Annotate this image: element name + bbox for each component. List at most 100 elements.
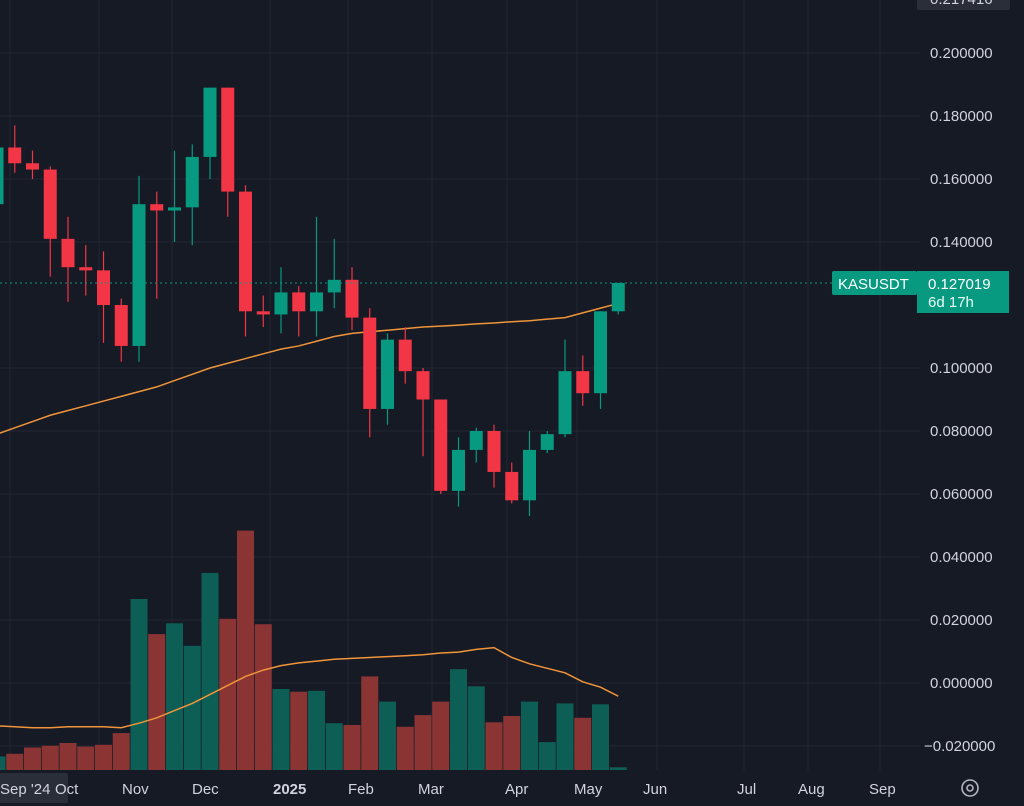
volume-bar bbox=[6, 753, 24, 770]
x-tick-label: Jun bbox=[643, 781, 667, 798]
volume-bars bbox=[0, 530, 627, 770]
candle bbox=[114, 298, 128, 362]
y-tick-label: 0.020000 bbox=[930, 612, 993, 629]
candle-body bbox=[114, 305, 128, 346]
x-tick-label: Sep bbox=[869, 781, 896, 798]
candle-body bbox=[452, 449, 465, 491]
candle-body bbox=[150, 204, 164, 211]
candle-body bbox=[61, 238, 75, 268]
y-tick-label: 0.040000 bbox=[930, 549, 993, 566]
y-tick-label: 0.080000 bbox=[930, 423, 993, 440]
candle-body bbox=[97, 270, 110, 305]
candle bbox=[8, 125, 22, 173]
gear-icon[interactable] bbox=[961, 779, 979, 797]
volume-bar bbox=[95, 744, 112, 770]
volume-bar bbox=[112, 733, 130, 770]
symbol-tag-text: KASUSDT bbox=[838, 276, 909, 293]
volume-bar bbox=[308, 690, 325, 770]
volume-ma-line bbox=[0, 646, 619, 729]
candle-body bbox=[381, 339, 394, 409]
candle bbox=[274, 267, 288, 334]
candle-body bbox=[505, 471, 519, 501]
candle-body bbox=[594, 311, 607, 394]
price-tag-value: 0.127019 bbox=[928, 276, 991, 293]
volume-bar bbox=[485, 722, 503, 770]
volume-bar bbox=[290, 691, 308, 770]
candle-body bbox=[540, 434, 554, 450]
price-tag: KASUSDT 0.127019 6d 17h bbox=[832, 271, 1009, 313]
volume-bar bbox=[556, 703, 574, 770]
volume-bar bbox=[574, 717, 592, 770]
settings-button[interactable] bbox=[961, 779, 979, 797]
volume-bar bbox=[379, 701, 396, 770]
x-label-highlight bbox=[0, 773, 68, 803]
volume-bar bbox=[272, 689, 290, 770]
candle bbox=[363, 308, 377, 438]
candle bbox=[0, 147, 4, 205]
candle bbox=[576, 355, 590, 406]
candle bbox=[43, 166, 57, 277]
volume-bar bbox=[414, 715, 432, 770]
x-tick-label: Jul bbox=[737, 781, 756, 798]
candle-body bbox=[43, 169, 57, 239]
candle-body bbox=[398, 339, 412, 372]
x-tick-label: 2025 bbox=[273, 781, 306, 798]
candle-body bbox=[345, 279, 359, 318]
candle bbox=[256, 295, 270, 328]
y-tick-label: 0.160000 bbox=[930, 171, 993, 188]
candle bbox=[540, 431, 554, 454]
moving-average-line bbox=[0, 302, 619, 434]
candles bbox=[0, 87, 625, 517]
candle-body bbox=[221, 87, 235, 192]
x-tick-label: Feb bbox=[348, 781, 374, 798]
candle bbox=[239, 185, 252, 337]
time-axis[interactable]: Sep '24 Oct Nov Dec 2025 Feb Mar Apr May Jun Jul Au… bbox=[0, 770, 1024, 806]
candle-body bbox=[239, 191, 252, 312]
candle-body bbox=[168, 207, 181, 211]
candle bbox=[79, 245, 93, 296]
volume-bar bbox=[325, 723, 343, 770]
candle-body bbox=[26, 163, 39, 170]
candle-body bbox=[274, 292, 288, 315]
candle bbox=[292, 286, 306, 337]
candle-body bbox=[79, 267, 93, 271]
price-axis[interactable]: 0.217416 0.200000 0.180000 0.160000 0.14000… bbox=[917, 0, 1024, 770]
volume-bar bbox=[166, 623, 183, 770]
candle bbox=[452, 437, 465, 507]
candle bbox=[487, 424, 501, 488]
volume-bar bbox=[0, 756, 6, 770]
ma-series bbox=[0, 302, 619, 434]
candle bbox=[611, 282, 625, 315]
x-tick-label: Dec bbox=[192, 781, 219, 798]
volume-bar bbox=[396, 726, 414, 770]
candle bbox=[97, 251, 110, 343]
volume-bar bbox=[609, 767, 627, 770]
candle-body bbox=[0, 147, 4, 205]
volume-bar bbox=[41, 745, 59, 770]
x-tick-label: Nov bbox=[122, 781, 149, 798]
symbol-tag-bg bbox=[832, 271, 917, 295]
candle bbox=[26, 150, 39, 179]
volume-bar bbox=[183, 645, 201, 770]
candle-body bbox=[416, 371, 430, 400]
volume-bar bbox=[538, 742, 556, 770]
candle bbox=[310, 216, 323, 337]
candle bbox=[434, 399, 448, 494]
candle bbox=[61, 216, 75, 302]
candle-body bbox=[8, 147, 22, 164]
candle-body bbox=[327, 279, 341, 293]
volume-bar bbox=[432, 701, 450, 770]
x-tick-label: May bbox=[574, 781, 603, 798]
volume-bar bbox=[592, 704, 609, 770]
candle bbox=[469, 427, 483, 463]
price-tag-bg bbox=[917, 271, 1009, 313]
volume-bar bbox=[343, 725, 361, 770]
candle bbox=[203, 87, 217, 179]
y-tick-label: 0.140000 bbox=[930, 234, 993, 251]
candle-body bbox=[576, 371, 590, 394]
top-price-label-bg bbox=[917, 0, 1010, 10]
y-tick-label: −0.020000 bbox=[924, 738, 995, 755]
candle bbox=[523, 431, 536, 517]
